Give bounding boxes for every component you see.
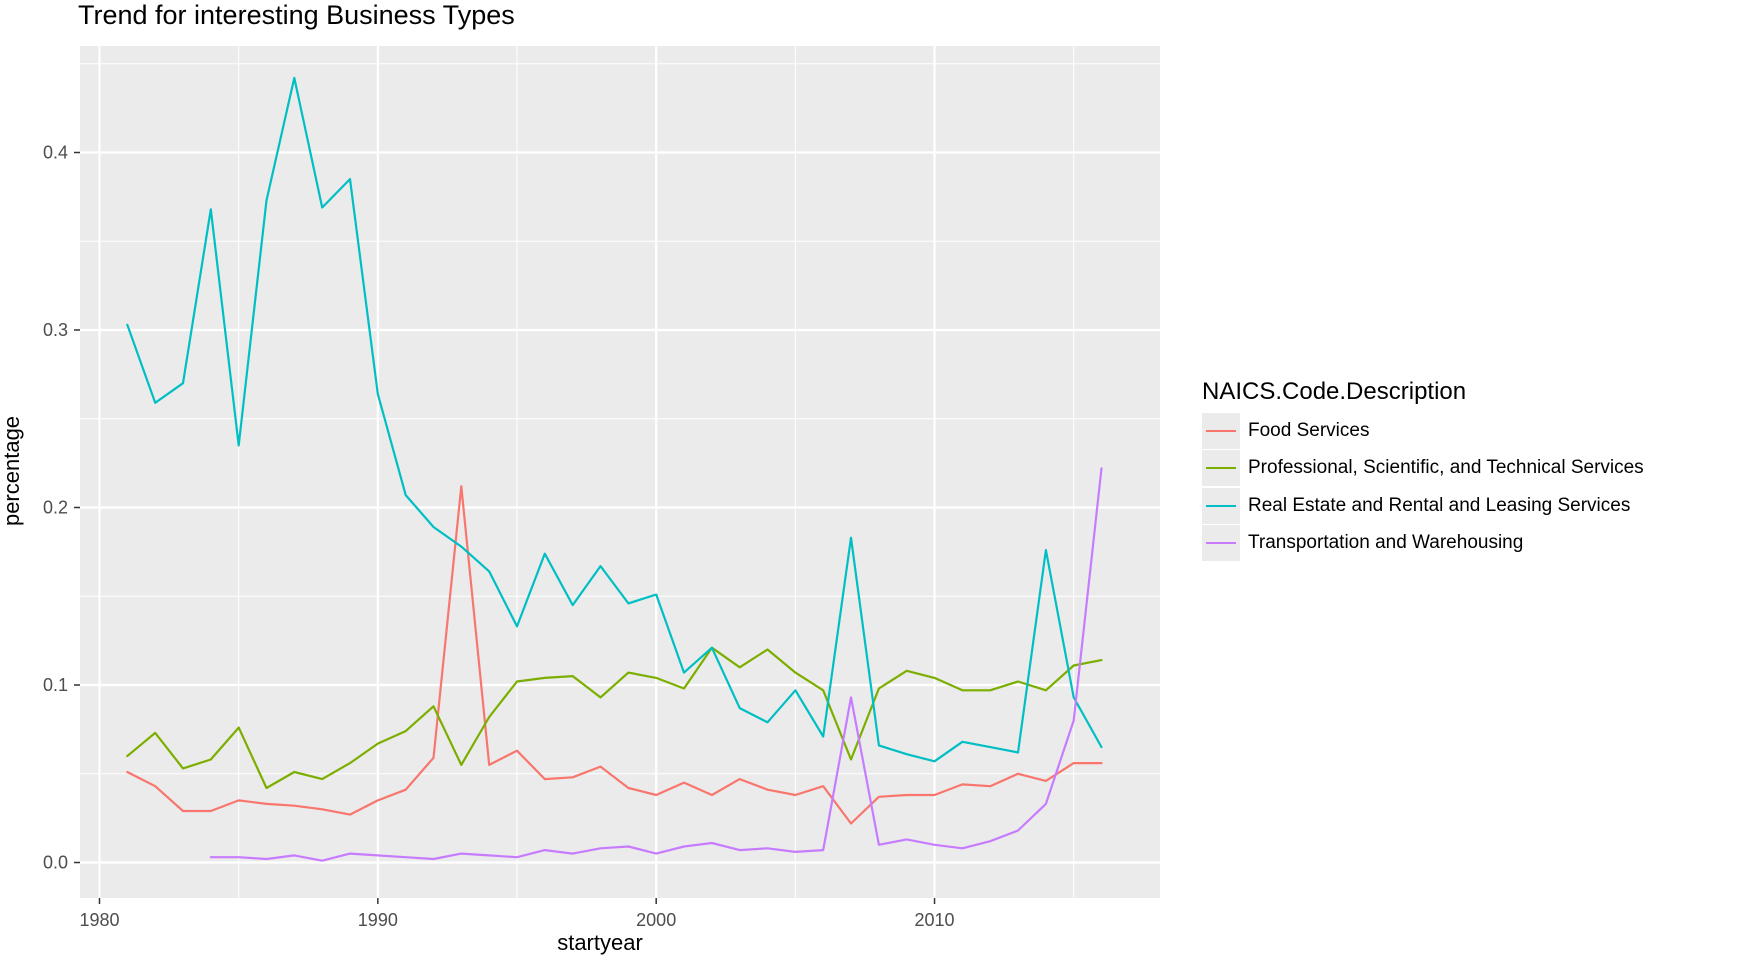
x-tick-label: 2010 xyxy=(915,910,955,930)
legend-item-3: Transportation and Warehousing xyxy=(1202,525,1644,563)
series-line-3 xyxy=(209,467,1103,862)
series-line-1 xyxy=(126,646,1103,790)
plot-panel xyxy=(80,46,1160,898)
legend-label: Food Services xyxy=(1248,419,1370,441)
legend-item-2: Real Estate and Rental and Leasing Servi… xyxy=(1202,487,1644,525)
y-tick-label: 0.2 xyxy=(43,498,68,518)
legend-key xyxy=(1202,412,1240,449)
legend-swatch xyxy=(1206,542,1236,545)
legend-key xyxy=(1202,525,1240,562)
x-tick-label: 1990 xyxy=(358,910,398,930)
chart-title: Trend for interesting Business Types xyxy=(78,0,515,30)
x-tick-label: 1980 xyxy=(79,910,119,930)
legend-label: Real Estate and Rental and Leasing Servi… xyxy=(1248,494,1631,516)
series-line-2 xyxy=(126,76,1103,763)
x-axis-label: startyear xyxy=(557,930,643,955)
y-tick-label: 0.3 xyxy=(43,320,68,340)
series-line-0 xyxy=(126,485,1103,825)
y-tick-label: 0.1 xyxy=(43,675,68,695)
y-tick-label: 0.0 xyxy=(43,853,68,873)
legend: NAICS.Code.Description Food Services Prof… xyxy=(1202,378,1644,562)
legend-key xyxy=(1202,450,1240,487)
legend-swatch xyxy=(1206,504,1236,507)
legend-items: Food Services Professional, Scientific, a… xyxy=(1202,412,1644,562)
series-layer xyxy=(126,76,1103,862)
legend-label: Professional, Scientific, and Technical … xyxy=(1248,457,1644,479)
legend-label: Transportation and Warehousing xyxy=(1248,532,1524,554)
y-tick-label: 0.4 xyxy=(43,143,68,163)
y-axis-label: percentage xyxy=(0,415,24,527)
legend-swatch xyxy=(1206,467,1236,470)
legend-swatch xyxy=(1206,429,1236,432)
legend-item-1: Professional, Scientific, and Technical … xyxy=(1202,450,1644,488)
legend-item-0: Food Services xyxy=(1202,412,1644,450)
x-tick-label: 2000 xyxy=(636,910,676,930)
legend-title: NAICS.Code.Description xyxy=(1202,378,1467,405)
axis-layer: 1980 1990 2000 2010 0.0 0.1 0.2 0.3 0.4 xyxy=(43,143,955,931)
grid-major xyxy=(80,46,1160,898)
legend-key xyxy=(1202,487,1240,524)
